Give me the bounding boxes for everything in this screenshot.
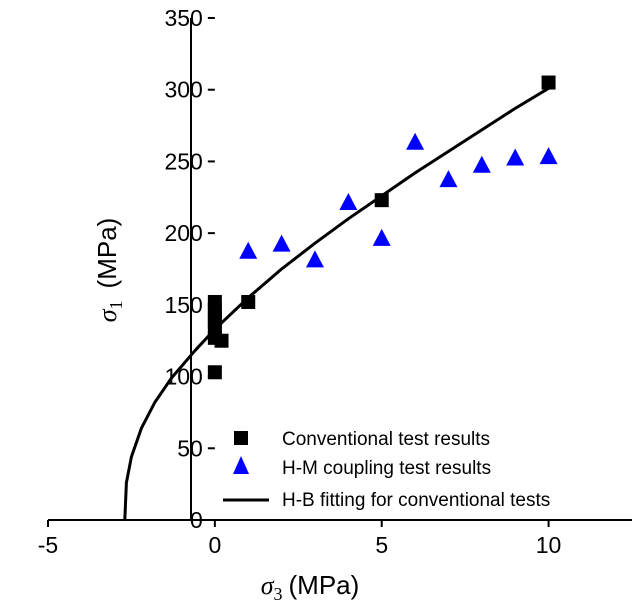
y-axis-label: σ1(MPa) — [92, 218, 126, 323]
conventional-point — [374, 193, 389, 208]
conventional-point — [541, 75, 556, 90]
y-tick-label: 150 — [164, 292, 202, 318]
legend-label-hb-fit: H-B fitting for conventional tests — [282, 490, 550, 511]
hm-coupling-point — [272, 234, 291, 252]
legend-marker-conventional — [234, 431, 248, 445]
hm-coupling-point — [506, 148, 525, 166]
axes — [48, 18, 632, 521]
y-tick-label: 200 — [164, 220, 202, 246]
conventional-point — [241, 294, 256, 309]
legend-label-hm-coupling: H-M coupling test results — [282, 458, 491, 479]
y-tick-label: 250 — [164, 148, 202, 174]
legend-label-conventional: Conventional test results — [282, 429, 490, 450]
y-tick-label: 0 — [190, 507, 203, 533]
x-axis-label: σ3 (MPa) — [261, 570, 360, 604]
y-tick-label: 300 — [164, 77, 202, 103]
hm-coupling-point — [439, 170, 458, 188]
hm-coupling-point — [539, 147, 558, 165]
hm-coupling-point — [339, 193, 358, 211]
x-tick-label: 5 — [375, 532, 388, 558]
hm-coupling-point — [305, 250, 324, 268]
markers-layer — [207, 75, 558, 380]
y-tick-label: 350 — [164, 5, 202, 31]
y-tick-label: 100 — [164, 364, 202, 390]
hm-coupling-point — [372, 228, 391, 246]
conventional-point — [214, 333, 229, 348]
hm-coupling-point — [472, 155, 491, 173]
legend: Conventional test results H-M coupling t… — [223, 429, 550, 511]
hm-coupling-point — [239, 241, 258, 259]
x-tick-label: 10 — [536, 532, 562, 558]
legend-marker-hm-coupling — [233, 456, 249, 474]
x-tick-label: -5 — [38, 532, 58, 558]
x-tick-label: 0 — [208, 532, 221, 558]
conventional-point — [207, 294, 222, 309]
y-tick-label: 50 — [177, 435, 203, 461]
hb-fit-curve — [123, 87, 550, 521]
fit-curve-layer — [123, 87, 550, 521]
conventional-point — [207, 365, 222, 380]
hm-coupling-point — [406, 132, 425, 150]
